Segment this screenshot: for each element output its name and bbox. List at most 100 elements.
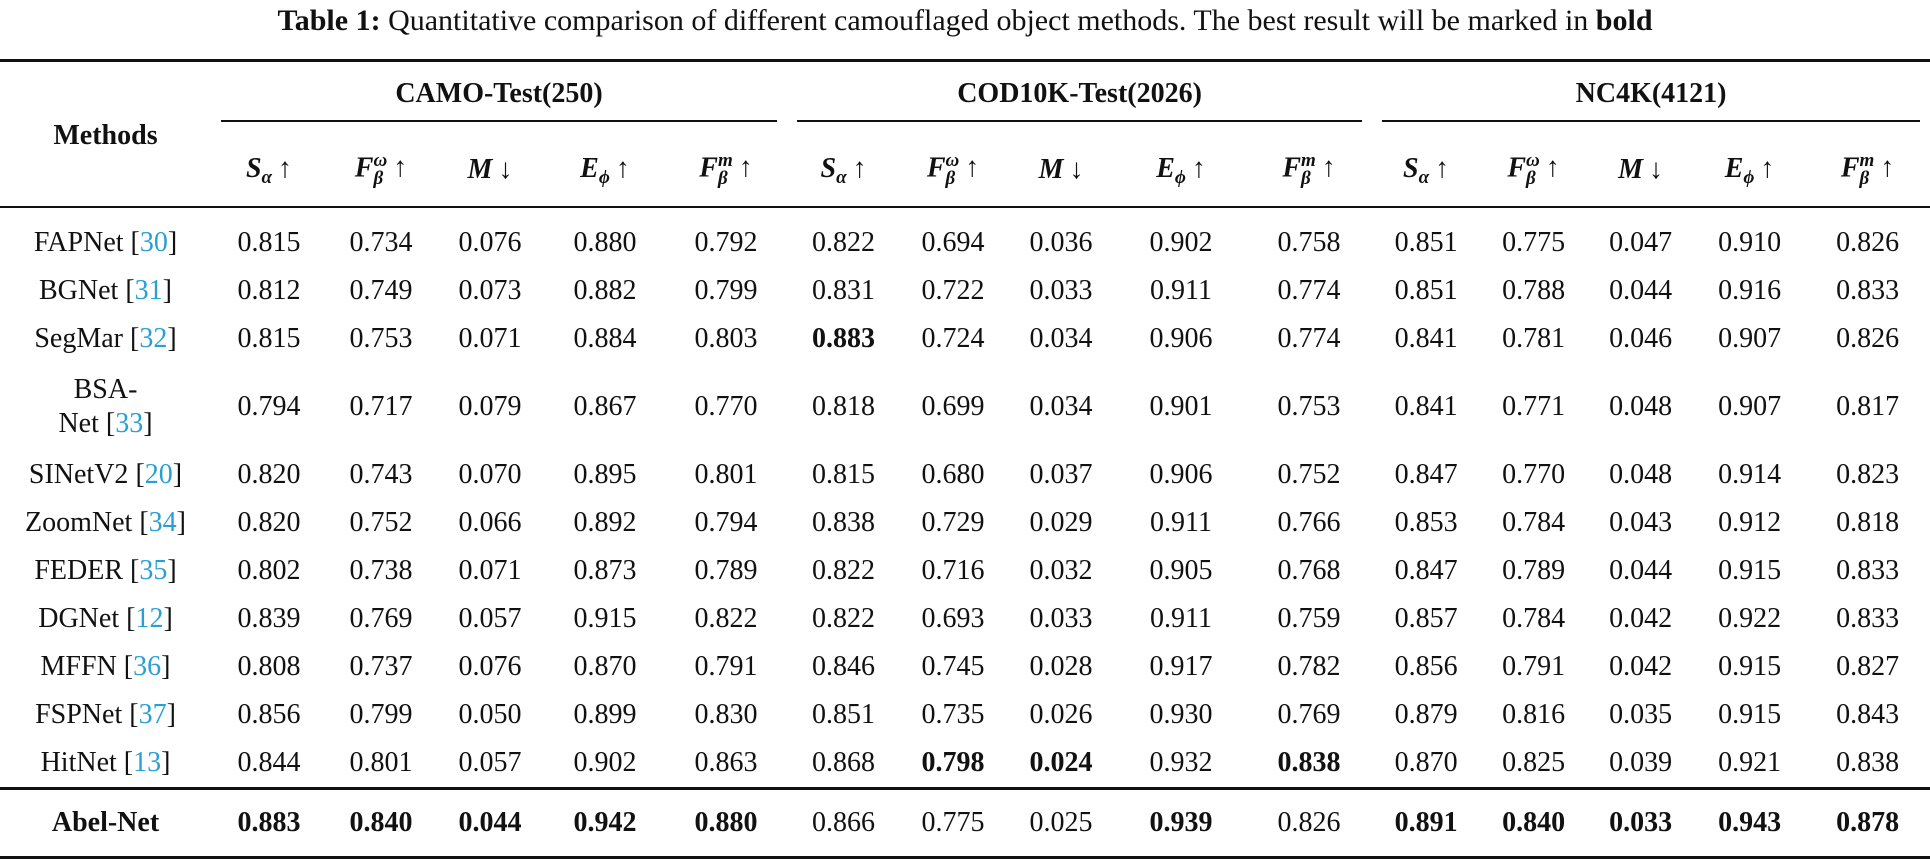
metric-value: 0.911 [1150,507,1213,538]
metric-value: 0.071 [458,555,522,586]
metric-value: 0.028 [1029,651,1093,682]
citation-link[interactable]: 33 [115,408,144,439]
results-table: Methods CAMO-Test(250) COD10K-Test(2026)… [0,59,1930,859]
metric-value: 0.915 [1718,651,1782,682]
metric-value: 0.922 [1718,603,1782,634]
metric-value: 0.789 [694,555,758,586]
table-row: FEDER [35] 0.802 0.738 0.071 0.873 0.789 0.822… [0,547,1930,595]
metric-value: 0.884 [573,323,637,354]
citation-link[interactable]: 36 [133,651,162,682]
arrow-up-icon: ↑ [615,153,630,185]
metric-value: 0.833 [1836,555,1900,586]
table-row: SINetV2 [20] 0.820 0.743 0.070 0.895 0.801 0.8… [0,451,1930,499]
arrow-up-icon: ↑ [1545,152,1560,184]
citation-link[interactable]: 37 [138,699,167,730]
metric-value: 0.716 [921,555,985,586]
citation-link[interactable]: 34 [148,507,177,538]
metric-value: 0.033 [1587,787,1695,859]
metric-value: 0.026 [1029,699,1093,730]
metric-value: 0.902 [1149,227,1213,258]
metric-value: 0.911 [1150,275,1213,306]
metric-value: 0.839 [237,603,301,634]
method-name: FEDER [35] [34,555,177,586]
metric-value: 0.820 [237,507,301,538]
metric-value: 0.043 [1609,507,1673,538]
metric-header: M ↓ [1006,134,1117,208]
method-name: BSA- Net [33] [58,374,153,439]
arrow-up-icon: ↑ [852,153,867,185]
metric-value: 0.827 [1836,651,1900,682]
method-name: SegMar [32] [34,323,177,354]
metric-value: 0.844 [237,747,301,778]
metric-header: M ↓ [435,134,545,208]
metric-value: 0.930 [1149,699,1213,730]
metric-value: 0.794 [237,391,301,422]
metric-value: 0.823 [1836,459,1900,490]
metric-value: 0.812 [237,275,301,306]
arrow-up-icon: ↑ [1435,153,1450,185]
citation-link[interactable]: 20 [144,459,173,490]
metric-value: 0.868 [812,747,876,778]
citation-link[interactable]: 32 [139,323,168,354]
metric-value: 0.942 [545,787,665,859]
metric-value: 0.729 [921,507,985,538]
method-name: ZoomNet [34] [25,507,186,538]
table-row: FSPNet [37] 0.856 0.799 0.050 0.899 0.830 0.85… [0,691,1930,739]
metric-value: 0.870 [1394,747,1458,778]
metric-value: 0.753 [1277,391,1341,422]
arrow-up-icon: ↑ [1880,152,1895,184]
metric-value: 0.044 [1609,555,1673,586]
metric-value: 0.902 [573,747,637,778]
metric-value: 0.039 [1609,747,1673,778]
group-header-camo: CAMO-Test(250) [211,61,787,135]
metric-value: 0.921 [1718,747,1782,778]
citation-link[interactable]: 13 [133,747,162,778]
metric-value: 0.846 [812,651,876,682]
metric-value: 0.071 [458,323,522,354]
metric-value: 0.838 [1277,747,1341,778]
metric-value: 0.048 [1609,459,1673,490]
metric-value: 0.775 [1502,227,1566,258]
metric-value: 0.794 [694,507,758,538]
citation-link[interactable]: 12 [135,603,164,634]
metric-value: 0.833 [1836,275,1900,306]
metric-value: 0.943 [1694,787,1806,859]
metric-value: 0.775 [900,787,1007,859]
metric-value: 0.891 [1372,787,1481,859]
metric-value: 0.769 [1277,699,1341,730]
metric-value: 0.766 [1277,507,1341,538]
metric-value: 0.917 [1149,651,1213,682]
metric-value: 0.915 [1718,555,1782,586]
citation-link[interactable]: 30 [139,227,168,258]
metric-value: 0.722 [921,275,985,306]
metric-value: 0.851 [1394,227,1458,258]
metric-value: 0.895 [573,459,637,490]
metric-value: 0.801 [694,459,758,490]
metric-value: 0.799 [694,275,758,306]
metric-value: 0.906 [1149,323,1213,354]
arrow-up-icon: ↑ [1191,153,1206,185]
metric-value: 0.798 [921,747,985,778]
arrow-up-icon: ↑ [1321,152,1336,184]
citation-link[interactable]: 31 [134,275,163,306]
metric-value: 0.724 [921,323,985,354]
metric-value: 0.826 [1246,787,1373,859]
metric-value: 0.042 [1609,603,1673,634]
metric-value: 0.878 [1805,787,1930,859]
metric-value: 0.076 [458,651,522,682]
metric-value: 0.057 [458,747,522,778]
citation-link[interactable]: 35 [139,555,168,586]
metric-value: 0.880 [573,227,637,258]
methods-header: Methods [0,60,211,208]
metric-value: 0.048 [1609,391,1673,422]
metric-value: 0.749 [349,275,413,306]
metric-value: 0.841 [1394,323,1458,354]
method-name: DGNet [12] [38,603,173,634]
table-row: BSA- Net [33] 0.794 0.717 0.079 0.867 0.770 0.8… [0,363,1930,451]
metric-value: 0.782 [1277,651,1341,682]
metric-value: 0.044 [435,787,545,859]
metric-value: 0.699 [921,391,985,422]
